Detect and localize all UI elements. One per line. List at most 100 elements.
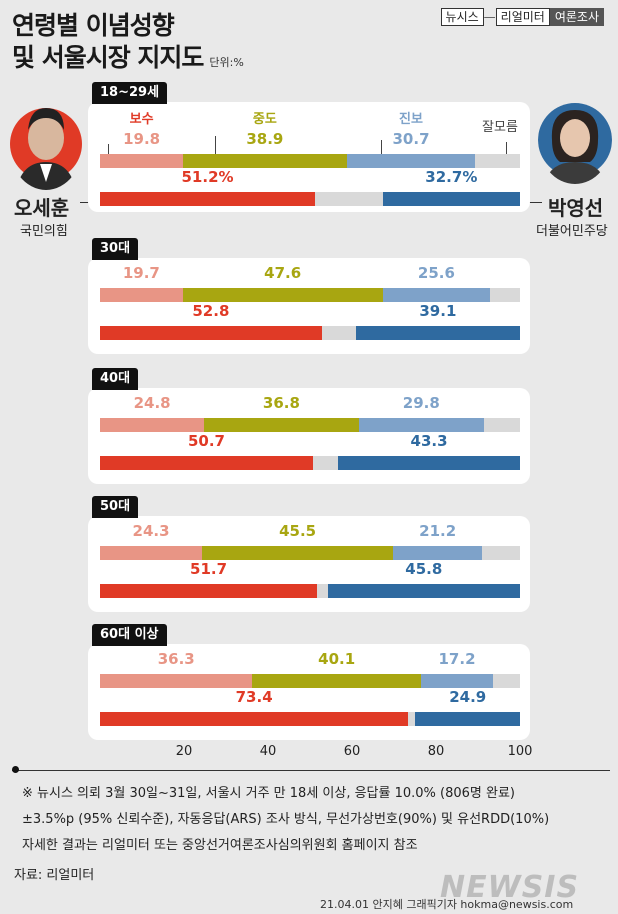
moderate-bar (182, 288, 383, 302)
support-bar-track (100, 584, 520, 598)
moderate-bar (204, 418, 359, 432)
oh-se-hoon-avatar (8, 92, 84, 190)
progressive-value: 25.6 (417, 264, 455, 282)
title-line2: 및 서울시장 지지도 단위:% (12, 38, 244, 74)
conservative-bar (100, 288, 183, 302)
progressive-value: 30.7 (392, 130, 430, 148)
credit: 21.04.01 안지혜 그래픽기자 hokma@newsis.com (320, 898, 574, 911)
title-line2-text: 및 서울시장 지지도 (12, 43, 204, 72)
park-party: 더불어민주당 (536, 224, 608, 239)
progressive-category: 진보 (399, 112, 423, 127)
oh-support-bar (100, 584, 318, 598)
conservative-category: 보수 (129, 112, 154, 127)
park-support-bar (355, 326, 520, 340)
ideology-bar-track (100, 546, 520, 560)
note-line2: ±3.5%p (95% 신뢰수준), 자동응답(ARS) 조사 방식, 무선가상… (22, 812, 550, 827)
x-tick-label: 100 (507, 744, 533, 759)
oh-support-bar (100, 456, 313, 470)
x-tick-label: 60 (343, 744, 361, 759)
category-leader-line (214, 136, 216, 154)
age-tab: 18~29세 (92, 82, 168, 104)
progressive-value: 17.2 (438, 650, 476, 668)
oh-support-value: 51.7 (190, 560, 228, 578)
category-leader-line (506, 142, 507, 154)
oh-name: 오세훈 (14, 196, 70, 220)
undecided-category: 잘모름 (482, 120, 518, 135)
x-tick-label: 40 (259, 744, 277, 759)
progressive-bar (346, 154, 476, 168)
moderate-value: 45.5 (279, 522, 317, 540)
conservative-bar (100, 674, 253, 688)
brand-realmeter: 리얼미터 (495, 8, 550, 26)
progressive-bar (393, 546, 483, 560)
ideology-bar-track (100, 418, 520, 432)
brand-dash: — (483, 10, 496, 24)
unit-label: 단위:% (209, 56, 244, 69)
moderate-bar (202, 546, 394, 560)
x-tick-label: 20 (175, 744, 193, 759)
moderate-bar (183, 154, 347, 168)
progressive-value: 29.8 (402, 394, 440, 412)
moderate-value: 38.9 (246, 130, 284, 148)
ideology-bar-track (100, 288, 520, 302)
moderate-category: 중도 (252, 112, 277, 127)
moderate-value: 40.1 (318, 650, 356, 668)
progressive-bar (382, 288, 491, 302)
support-bar-track (100, 192, 520, 206)
note-line1: ※ 뉴시스 의뢰 3월 30일~31일, 서울시 거주 만 18세 이상, 응답… (22, 786, 516, 801)
conservative-value: 24.8 (133, 394, 171, 412)
axis-line (12, 770, 610, 771)
park-support-bar (415, 712, 520, 726)
oh-support-value: 52.8 (192, 302, 230, 320)
conservative-value: 19.8 (123, 130, 161, 148)
support-bar-track (100, 712, 520, 726)
newsis-watermark: NEWSIS (440, 870, 580, 905)
oh-support-value: 51.2% (181, 168, 234, 186)
title-line1: 연령별 이념성향 (12, 11, 175, 40)
park-support-bar (382, 192, 520, 206)
age-tab: 40대 (92, 368, 139, 390)
conservative-value: 19.7 (122, 264, 160, 282)
park-support-value: 45.8 (405, 560, 443, 578)
brand-newsis: 뉴시스 (440, 8, 484, 26)
park-support-value: 32.7% (425, 168, 478, 186)
park-support-value: 39.1 (419, 302, 457, 320)
conservative-value: 24.3 (132, 522, 170, 540)
age-tab: 60대 이상 (92, 624, 167, 646)
progressive-value: 21.2 (419, 522, 457, 540)
oh-support-bar (100, 192, 316, 206)
note-line3: 자세한 결과는 리얼미터 또는 중앙선거여론조사심의위원회 홈페이지 참조 (22, 838, 418, 853)
park-support-bar (327, 584, 520, 598)
ideology-bar-track (100, 674, 520, 688)
age-tab: 50대 (92, 496, 139, 518)
park-young-sun-avatar (538, 96, 612, 184)
support-bar-track (100, 326, 520, 340)
park-support-value: 24.9 (449, 688, 487, 706)
oh-support-bar (100, 712, 409, 726)
park-support-bar (338, 456, 520, 470)
oh-support-bar (100, 326, 322, 340)
category-leader-line (108, 144, 109, 154)
brand-poll: 여론조사 (549, 8, 604, 26)
progressive-bar (358, 418, 484, 432)
ideology-bar-track (100, 154, 520, 168)
park-name: 박영선 (548, 196, 604, 220)
progressive-bar (420, 674, 494, 688)
oh-support-value: 73.4 (235, 688, 273, 706)
conservative-bar (100, 154, 184, 168)
brand-logo: 뉴시스 — 리얼미터 여론조사 (440, 8, 604, 26)
axis-dot (12, 766, 19, 773)
source: 자료: 리얼미터 (14, 868, 95, 883)
age-tab: 30대 (92, 238, 139, 260)
park-support-value: 43.3 (410, 432, 448, 450)
conservative-value: 36.3 (157, 650, 195, 668)
category-leader-line (381, 140, 382, 154)
support-bar-track (100, 456, 520, 470)
conservative-bar (100, 546, 203, 560)
oh-party: 국민의힘 (20, 224, 68, 239)
x-tick-label: 80 (427, 744, 445, 759)
moderate-value: 36.8 (262, 394, 300, 412)
oh-support-value: 50.7 (187, 432, 225, 450)
moderate-value: 47.6 (264, 264, 302, 282)
conservative-bar (100, 418, 205, 432)
